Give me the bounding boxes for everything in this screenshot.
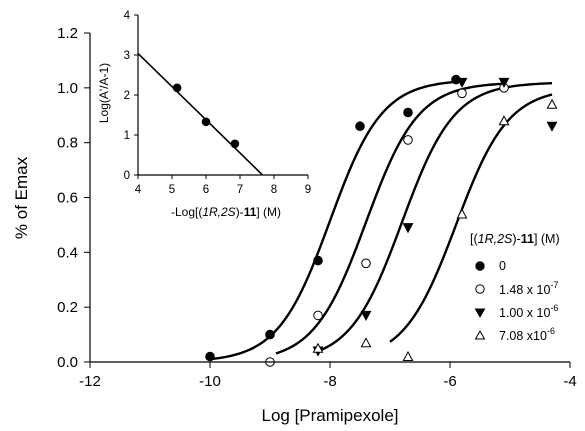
main-y-tick-label: 0.6 xyxy=(57,190,78,207)
inset-y-tick-label: 2 xyxy=(124,90,130,102)
legend-marker-open-circle xyxy=(475,284,485,294)
data-point-series-2 xyxy=(546,121,558,132)
data-point-series-0 xyxy=(355,121,365,132)
inset-background xyxy=(138,15,310,175)
data-point-series-1 xyxy=(313,310,323,321)
inset-y-axis-label: Log(A'/A-1) xyxy=(97,63,111,123)
main-y-tick-label: 0.0 xyxy=(57,354,78,371)
inset-data-point xyxy=(230,139,240,149)
legend-entry-0: 0 xyxy=(475,259,506,273)
legend-title: [(1R,2S)-11] (M) xyxy=(470,232,560,246)
legend-entry-3: 7.08 x10-6 xyxy=(474,326,555,343)
inset-x-tick-label: 7 xyxy=(237,184,243,196)
main-fit-curves xyxy=(209,80,553,361)
main-x-tick-label: -8 xyxy=(323,373,336,390)
inset-x-tick-label: 8 xyxy=(271,184,277,196)
inset-y-tick-label: 1 xyxy=(124,130,130,142)
data-point-series-0 xyxy=(265,329,275,340)
legend-label: 0 xyxy=(499,259,506,273)
data-point-series-1 xyxy=(403,135,413,145)
data-point-series-3 xyxy=(360,337,372,348)
inset-data-point xyxy=(172,83,182,93)
legend: [(1R,2S)-11] (M) 0 1.48 x 10-7 1.00 x 10… xyxy=(470,232,560,343)
inset-x-axis-label: -Log[(1R,2S)-11] (M) xyxy=(171,205,281,219)
data-point-series-1 xyxy=(457,88,467,99)
data-point-series-3 xyxy=(498,115,510,126)
fit-curve-series-3 xyxy=(389,93,553,343)
data-point-series-2 xyxy=(402,223,414,234)
inset-y-ticks: 0 1 2 3 4 xyxy=(124,10,138,182)
main-x-tick-label: -12 xyxy=(79,373,101,390)
legend-marker-filled-circle xyxy=(475,261,485,271)
inset-data-point xyxy=(201,117,211,127)
main-data-points xyxy=(205,74,558,367)
data-point-series-2 xyxy=(456,77,468,88)
legend-marker-open-triangle-up xyxy=(474,329,486,340)
main-y-tick-label: 1.2 xyxy=(57,25,78,42)
legend-marker-filled-triangle-down xyxy=(474,308,486,319)
data-point-series-3 xyxy=(402,350,414,362)
main-x-tick-label: -4 xyxy=(563,373,576,390)
inset-y-tick-label: 0 xyxy=(124,170,130,182)
main-y-ticks: 0.0 0.2 0.4 0.6 0.8 1.0 1.2 xyxy=(57,25,90,371)
legend-label: 1.00 x 10-6 xyxy=(499,303,558,320)
data-point-series-3 xyxy=(312,342,324,353)
legend-label: 7.08 x10-6 xyxy=(499,326,555,343)
main-y-tick-label: 0.8 xyxy=(57,135,78,152)
fit-curve-series-2 xyxy=(317,82,553,353)
inset-fit-line xyxy=(137,52,263,176)
fit-curve-series-0 xyxy=(209,80,457,361)
legend-label: 1.48 x 10-7 xyxy=(499,280,558,297)
legend-entry-2: 1.00 x 10-6 xyxy=(474,303,558,320)
inset-data-points xyxy=(172,83,240,149)
data-point-series-2 xyxy=(498,77,510,88)
legend-entry-1: 1.48 x 10-7 xyxy=(475,280,558,297)
inset-x-tick-label: 5 xyxy=(169,184,175,196)
data-point-series-1 xyxy=(361,258,371,269)
data-point-series-0 xyxy=(205,351,215,362)
inset-y-tick-label: 4 xyxy=(124,10,131,22)
inset-x-ticks: 4 5 6 7 8 9 xyxy=(135,175,311,196)
inset-x-tick-label: 6 xyxy=(203,184,209,196)
data-point-series-3 xyxy=(546,98,558,109)
main-x-tick-label: -10 xyxy=(199,373,221,390)
fit-curve-series-1 xyxy=(275,82,505,355)
main-y-tick-label: 0.2 xyxy=(57,299,78,316)
main-x-axis-label: Log [Pramipexole] xyxy=(261,406,398,425)
main-y-axis-label: % of Emax xyxy=(12,156,31,239)
data-point-series-0 xyxy=(313,255,323,266)
inset-x-tick-label: 9 xyxy=(305,184,311,196)
main-y-tick-label: 1.0 xyxy=(57,80,78,97)
main-y-tick-label: 0.4 xyxy=(57,244,78,261)
main-x-ticks: -12 -10 -8 -6 -4 xyxy=(79,362,577,390)
main-chart: -12 -10 -8 -6 -4 0.0 0.2 0.4 0.6 0.8 1.0 1.2 Log [… xyxy=(12,25,577,425)
inset-y-tick-label: 3 xyxy=(124,50,130,62)
inset-chart: 4 5 6 7 8 9 0 1 2 3 4 -Log[(1R,2S)-11] (M) Log(A'… xyxy=(97,10,311,219)
inset-regression-line xyxy=(137,52,263,176)
data-point-series-2 xyxy=(360,310,372,321)
inset-x-tick-label: 4 xyxy=(135,184,142,196)
data-point-series-0 xyxy=(403,107,413,118)
main-x-tick-label: -6 xyxy=(443,373,456,390)
data-point-series-3 xyxy=(456,208,468,219)
